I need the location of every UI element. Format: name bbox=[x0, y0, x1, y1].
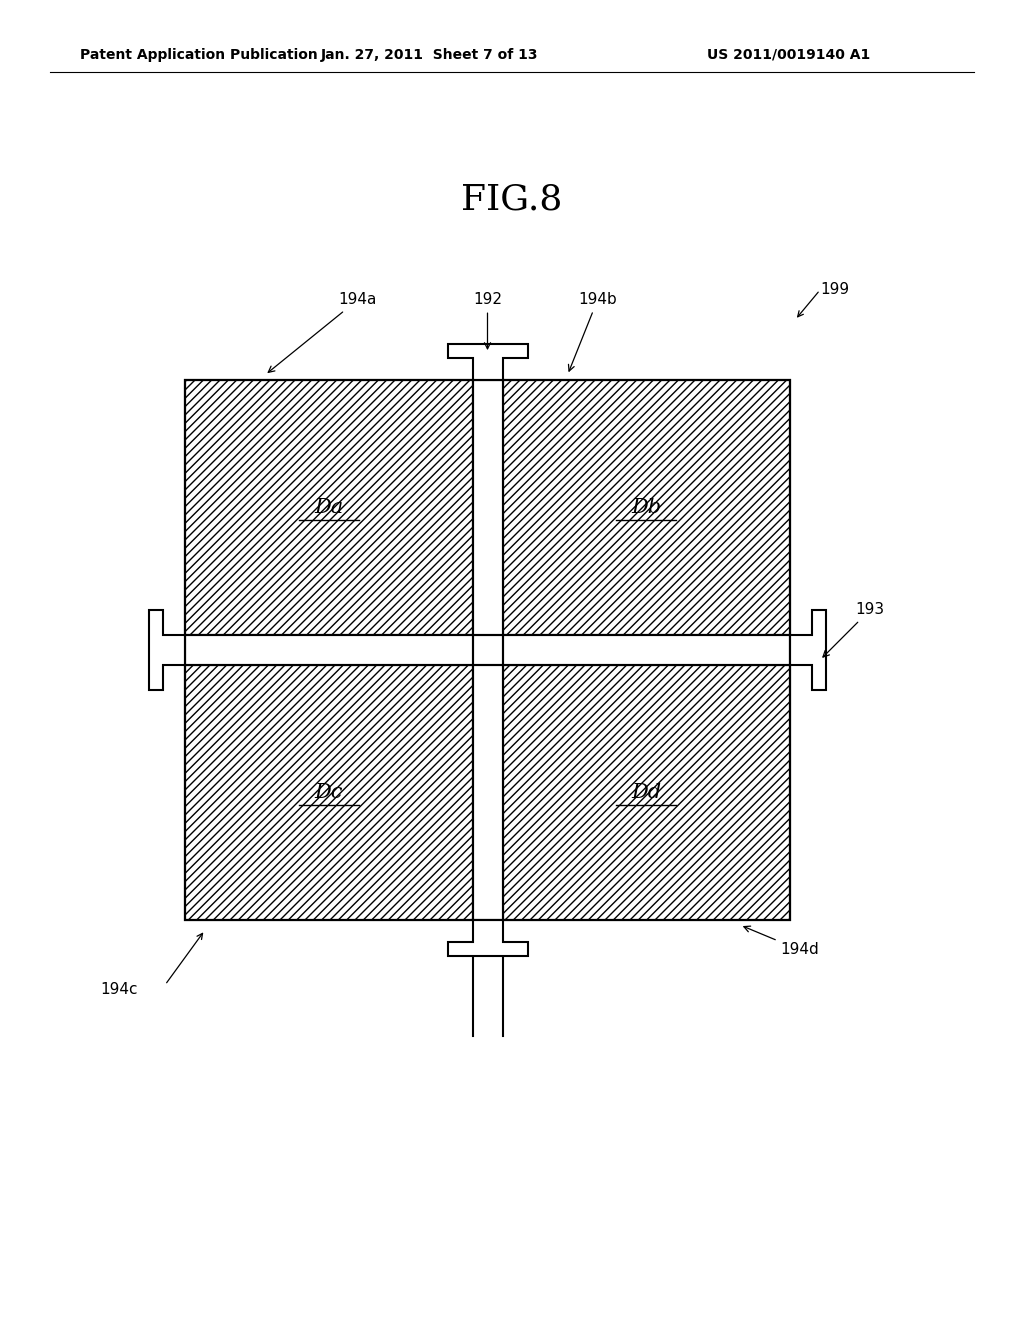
Text: Dc: Dc bbox=[314, 783, 343, 803]
Text: 194b: 194b bbox=[568, 293, 616, 371]
Polygon shape bbox=[185, 665, 472, 920]
Text: Patent Application Publication: Patent Application Publication bbox=[80, 48, 317, 62]
Text: 199: 199 bbox=[820, 282, 849, 297]
Polygon shape bbox=[503, 380, 790, 635]
Text: 192: 192 bbox=[473, 293, 502, 348]
Text: FIG.8: FIG.8 bbox=[462, 183, 562, 216]
Polygon shape bbox=[150, 610, 185, 690]
Text: 194d: 194d bbox=[743, 927, 819, 957]
Text: Db: Db bbox=[631, 498, 662, 517]
Bar bbox=[472, 635, 503, 665]
Bar bbox=[472, 380, 503, 920]
Text: Dd: Dd bbox=[631, 783, 662, 803]
Text: US 2011/0019140 A1: US 2011/0019140 A1 bbox=[707, 48, 870, 62]
Bar bbox=[185, 380, 790, 920]
Polygon shape bbox=[447, 920, 527, 956]
Bar bbox=[185, 380, 790, 920]
Text: Jan. 27, 2011  Sheet 7 of 13: Jan. 27, 2011 Sheet 7 of 13 bbox=[322, 48, 539, 62]
Polygon shape bbox=[185, 380, 472, 635]
Polygon shape bbox=[790, 610, 826, 690]
Text: 194a: 194a bbox=[268, 293, 377, 372]
Text: 193: 193 bbox=[823, 602, 885, 657]
Text: 194c: 194c bbox=[100, 982, 137, 998]
Bar bbox=[185, 635, 790, 665]
Text: Da: Da bbox=[314, 498, 343, 517]
Polygon shape bbox=[503, 665, 790, 920]
Polygon shape bbox=[447, 345, 527, 380]
